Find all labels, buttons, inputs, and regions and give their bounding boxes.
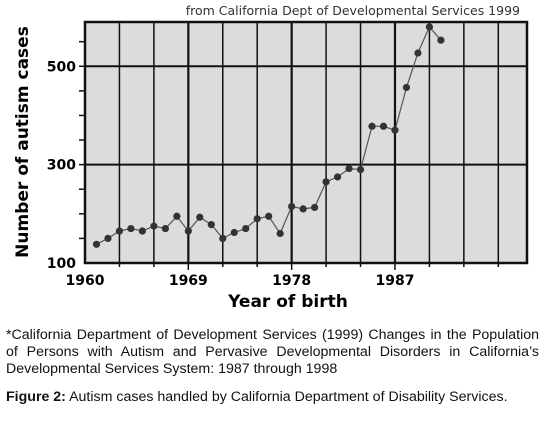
x-tick-label: 1987 <box>375 273 414 289</box>
y-tick-label: 500 <box>47 59 76 75</box>
data-point <box>345 164 353 173</box>
data-point <box>437 36 445 44</box>
data-point <box>368 122 376 130</box>
grid-lines <box>85 22 527 263</box>
source-note: *California Department of Development Se… <box>6 327 539 377</box>
data-point <box>230 228 238 237</box>
y-tick-label: 100 <box>47 256 76 272</box>
data-point <box>115 227 124 235</box>
data-point <box>265 212 273 220</box>
data-point <box>299 205 307 213</box>
y-tick-label: 300 <box>47 158 76 174</box>
data-point <box>288 202 296 211</box>
data-point <box>196 213 204 221</box>
plot-background <box>85 22 527 263</box>
data-point <box>379 122 388 130</box>
data-point <box>391 126 399 134</box>
data-point <box>322 178 330 186</box>
data-point <box>333 173 342 181</box>
x-axis-title: Year of birth <box>227 292 348 312</box>
data-point <box>127 224 135 233</box>
series-autism-cases <box>92 23 445 248</box>
figure-text: Autism cases handled by California Depar… <box>65 389 508 405</box>
data-point <box>311 203 319 212</box>
data-point <box>92 240 101 248</box>
data-point <box>242 224 250 233</box>
data-point <box>104 234 112 243</box>
data-point <box>414 49 422 57</box>
data-point <box>173 212 181 220</box>
data-point <box>276 229 284 238</box>
data-point <box>161 224 169 233</box>
data-point <box>138 227 147 235</box>
chart-title: from California Dept of Developmental Se… <box>186 3 520 18</box>
data-point <box>150 222 158 230</box>
data-point <box>425 23 434 31</box>
data-point <box>253 215 261 223</box>
axis-labels: 1960 1969 1978 1987 100 300 500 <box>47 59 415 289</box>
figure-caption: Figure 2: Autism cases handled by Califo… <box>6 389 539 406</box>
x-tick-label: 1960 <box>66 273 105 289</box>
x-tick-label: 1969 <box>169 273 208 289</box>
axis-ticks <box>79 40 500 270</box>
data-point <box>402 83 411 92</box>
data-point <box>356 165 365 174</box>
data-point <box>207 221 215 229</box>
figure-label: Figure 2: <box>6 389 66 405</box>
plot-frame <box>83 20 529 265</box>
x-tick-label: 1978 <box>272 273 311 289</box>
y-axis-title: Number of autism cases <box>13 26 33 258</box>
data-point <box>184 227 192 235</box>
data-point <box>219 234 227 243</box>
autism-cases-chart: 1960 1969 1978 1987 100 300 500 from Californi… <box>13 3 529 312</box>
